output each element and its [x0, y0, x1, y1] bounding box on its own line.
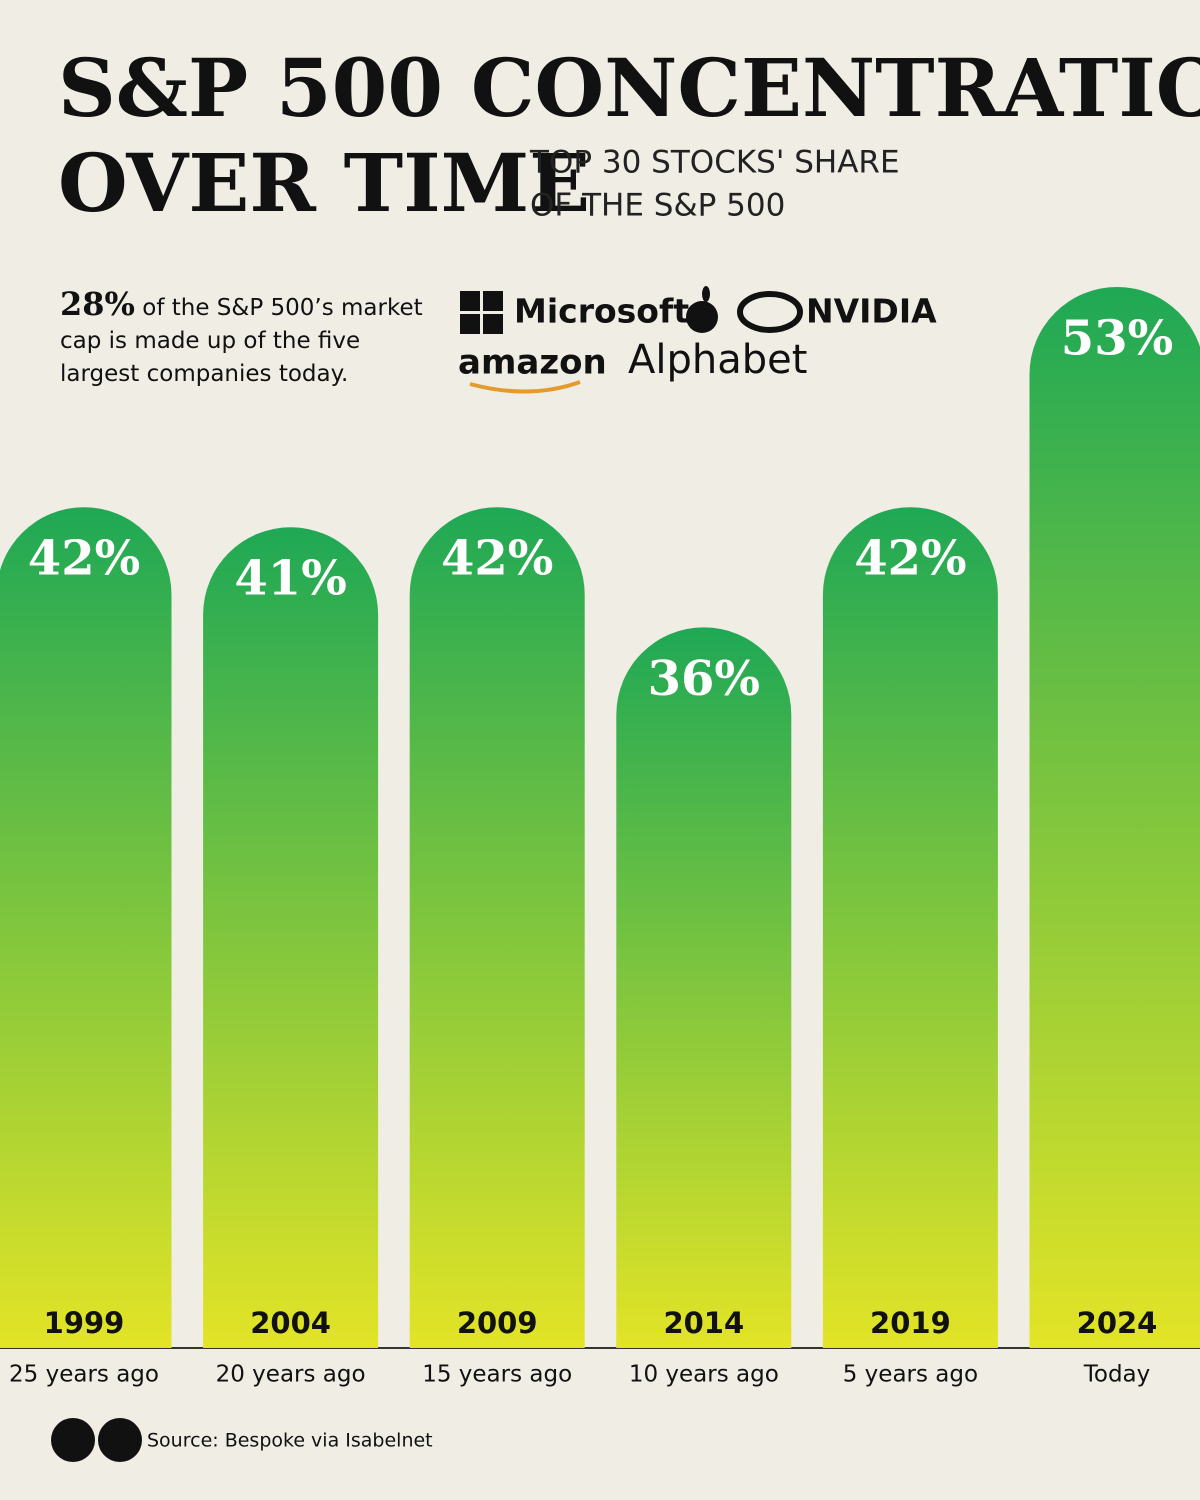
- subtitle: TOP 30 STOCKS' SHARE: [529, 145, 900, 181]
- value-label: 53%: [1061, 311, 1173, 367]
- value-label: 41%: [234, 551, 346, 607]
- bar: [203, 527, 379, 1348]
- x-tick-label: 2004: [250, 1306, 331, 1340]
- logo: Alphabet: [628, 337, 807, 383]
- value-label: 42%: [854, 531, 966, 587]
- value-label: 42%: [441, 531, 553, 587]
- x-tick-label: 2024: [1077, 1306, 1158, 1340]
- annotation: 28% of the S&P 500’s market cap is made …: [60, 288, 445, 391]
- bar: [822, 507, 998, 1348]
- logo: NVIDIA: [806, 292, 937, 331]
- x-tick-label: 2009: [457, 1306, 538, 1340]
- nvidia-icon: [737, 291, 803, 333]
- value-label: 36%: [648, 651, 760, 707]
- x-tick-note: 25 years ago: [9, 1362, 159, 1388]
- title-line: S&P 500 CONCENTRATION: [58, 41, 1200, 135]
- x-tick-note: 5 years ago: [843, 1362, 978, 1388]
- x-tick-label: 2014: [663, 1306, 744, 1340]
- microsoft-icon: [460, 291, 503, 334]
- value-label: 42%: [28, 531, 140, 587]
- bar: [409, 507, 585, 1348]
- source-icon: [51, 1418, 142, 1462]
- amazon-arrow: [469, 380, 581, 394]
- annotation-highlight: 28%: [60, 285, 135, 323]
- x-tick-note: 10 years ago: [629, 1362, 779, 1388]
- bar: [0, 507, 172, 1348]
- x-tick-note: Today: [1083, 1362, 1151, 1388]
- x-tick-label: 2019: [870, 1306, 951, 1340]
- x-tick-label: 1999: [44, 1306, 125, 1340]
- x-tick-note: 20 years ago: [216, 1362, 366, 1388]
- title-line: OVER TIME: [58, 136, 590, 230]
- source: Source: Bespoke via Isabelnet: [147, 1430, 433, 1452]
- logo: Microsoft: [514, 292, 689, 331]
- x-tick-note: 15 years ago: [422, 1362, 572, 1388]
- apple-icon: [686, 286, 718, 333]
- bar: [1029, 287, 1200, 1348]
- annotation-text: of the S&P 500’s market cap is made up o…: [60, 295, 423, 387]
- subtitle: OF THE S&P 500: [530, 188, 785, 224]
- bar: [616, 627, 792, 1348]
- logo: amazon: [458, 343, 607, 383]
